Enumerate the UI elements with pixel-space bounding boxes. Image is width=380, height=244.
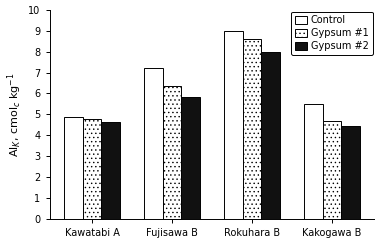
Bar — [144, 68, 163, 219]
Bar — [181, 97, 200, 219]
Bar — [304, 104, 323, 219]
Bar — [83, 119, 101, 219]
Bar — [261, 51, 280, 219]
Bar — [101, 122, 120, 219]
Legend: Control, Gypsum #1, Gypsum #2: Control, Gypsum #1, Gypsum #2 — [291, 11, 372, 55]
Y-axis label: Al$_{K}$, cmol$_{c}$ kg$^{-1}$: Al$_{K}$, cmol$_{c}$ kg$^{-1}$ — [6, 72, 24, 157]
Bar — [323, 121, 341, 219]
Bar — [243, 39, 261, 219]
Bar — [341, 126, 360, 219]
Bar — [163, 86, 181, 219]
Bar — [225, 30, 243, 219]
Bar — [64, 117, 83, 219]
